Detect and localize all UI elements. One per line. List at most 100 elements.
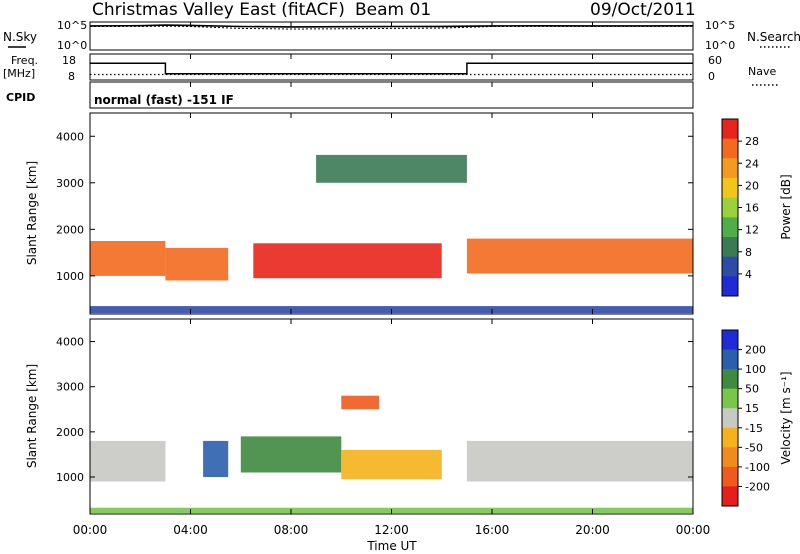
frequency-panel: Freq. [MHz] 18 8 60 0 Nave xyxy=(3,53,778,86)
velocity-heatmap xyxy=(90,395,693,514)
velocity-band-4 xyxy=(466,440,693,482)
velocity-y-ticks: 1000 2000 3000 4000 xyxy=(56,336,693,484)
freq-left-tick-bottom: 8 xyxy=(68,70,75,83)
power-band-5 xyxy=(316,154,467,183)
colorbar-tick-label: -200 xyxy=(745,480,770,493)
colorbar-tick-label: 50 xyxy=(745,383,759,396)
colorbar-tick-label: 15 xyxy=(745,402,759,415)
velocity-y-tick-label: 4000 xyxy=(56,336,84,349)
velocity-panel: 1000 2000 3000 4000 Slant Range [km] xyxy=(25,318,694,515)
velocity-colorbar-frame xyxy=(721,329,739,507)
noise-right-tick-top: 10^5 xyxy=(705,19,735,32)
cpid-label: CPID xyxy=(6,91,35,104)
x-axis-label: Time UT xyxy=(366,539,417,553)
colorbar-swatch xyxy=(722,486,738,507)
freq-label-line1: Freq. xyxy=(11,54,38,67)
velocity-band-3 xyxy=(341,449,442,480)
power-colorbar-swatch xyxy=(722,119,738,140)
nave-right-tick-top: 60 xyxy=(708,54,722,67)
velocity-band-0 xyxy=(90,440,166,482)
freq-left-tick-top: 18 xyxy=(62,54,76,67)
power-band-2 xyxy=(253,243,442,279)
colorbar-swatch xyxy=(722,369,738,390)
power-y-ticks: 1000 2000 3000 4000 xyxy=(56,130,693,283)
colorbar-tick-label: -50 xyxy=(745,441,763,454)
cpid-panel: CPID normal (fast) -151 IF xyxy=(6,81,694,109)
x-tick-label: 08:00 xyxy=(274,523,309,537)
x-tick-label: 04:00 xyxy=(173,523,208,537)
velocity-y-axis-label: Slant Range [km] xyxy=(25,364,39,468)
velocity-y-tick-label: 3000 xyxy=(56,381,84,394)
freq-line xyxy=(90,62,693,75)
noise-left-label: N.Sky xyxy=(3,30,37,44)
noise-right-tick-bottom: 10^0 xyxy=(705,39,735,52)
power-y-tick-label: 1000 xyxy=(56,270,84,283)
noise-search-line xyxy=(89,25,693,30)
x-axis-ticks: 00:00 04:00 08:00 12:00 16:00 20:00 00:00 xyxy=(73,22,711,537)
beam-label: Beam 01 xyxy=(355,0,431,20)
colorbar-tick-label: 4 xyxy=(745,268,752,281)
velocity-y-tick-label: 1000 xyxy=(56,471,84,484)
power-band-1 xyxy=(165,247,229,281)
colorbar-tick-label: 28 xyxy=(745,135,759,148)
power-colorbar-label: Power [dB] xyxy=(779,174,793,239)
noise-panel: N.Sky 10^5 10^0 N.Search 10^5 10^0 xyxy=(3,19,800,52)
colorbar-tick-label: 100 xyxy=(745,363,766,376)
velocity-y-tick-label: 2000 xyxy=(56,426,84,439)
power-panel-frame xyxy=(89,112,694,315)
power-colorbar-swatch xyxy=(722,276,738,297)
colorbar-swatch xyxy=(722,466,738,487)
power-y-tick-label: 2000 xyxy=(56,223,84,236)
x-tick-label: 00:00 xyxy=(676,523,711,537)
power-colorbar-swatch xyxy=(722,197,738,218)
velocity-panel-frame xyxy=(89,318,694,515)
freq-label-line2: [MHz] xyxy=(3,67,35,80)
colorbar-swatch xyxy=(722,330,738,351)
velocity-band-1 xyxy=(203,440,229,477)
power-colorbar-swatch xyxy=(722,256,738,277)
figure-title: Christmas Valley East (fitACF) xyxy=(92,0,345,20)
colorbar-tick-label: 16 xyxy=(745,202,759,215)
colorbar-swatch xyxy=(722,447,738,468)
noise-left-tick-top: 10^5 xyxy=(57,19,87,32)
x-tick-label: 20:00 xyxy=(575,523,610,537)
power-heatmap xyxy=(90,154,693,314)
power-panel: 1000 2000 3000 4000 Slant Range [km] xyxy=(25,112,694,315)
date-label: 09/Oct/2011 xyxy=(590,0,696,20)
noise-left-tick-bottom: 10^0 xyxy=(57,39,87,52)
colorbar-tick-label: 20 xyxy=(745,179,759,192)
velocity-colorbar-label: Velocity [m s⁻¹] xyxy=(779,371,793,464)
power-colorbar-swatch xyxy=(722,237,738,258)
cpid-text: normal (fast) -151 IF xyxy=(94,93,234,107)
noise-right-label: N.Search xyxy=(747,30,800,44)
nave-right-tick-bottom: 0 xyxy=(708,70,715,83)
colorbar-tick-label: 12 xyxy=(745,224,759,237)
x-tick-label: 16:00 xyxy=(475,523,510,537)
velocity-band-5 xyxy=(341,395,379,410)
power-y-tick-label: 3000 xyxy=(56,177,84,190)
velocity-band-2 xyxy=(240,436,342,473)
colorbar-swatch xyxy=(722,388,738,409)
colorbar-swatch xyxy=(722,349,738,370)
velocity-colorbar: 200 100 50 15 -15 -50 -100 -200 Velocity [m s⁻¹… xyxy=(721,329,793,507)
colorbar-swatch xyxy=(722,427,738,448)
noise-sky-line xyxy=(89,24,694,28)
power-colorbar-swatch xyxy=(722,178,738,199)
x-tick-label: 00:00 xyxy=(73,523,108,537)
x-tick-label: 12:00 xyxy=(374,523,409,537)
power-band-3 xyxy=(466,238,693,274)
colorbar-tick-label: -100 xyxy=(745,461,770,474)
colorbar-swatch xyxy=(722,408,738,429)
colorbar-tick-label: 24 xyxy=(745,157,759,170)
power-colorbar-swatch xyxy=(722,138,738,159)
power-y-axis-label: Slant Range [km] xyxy=(25,161,39,265)
colorbar-tick-label: -15 xyxy=(745,422,763,435)
nave-label: Nave xyxy=(748,65,776,78)
power-colorbar-swatch xyxy=(722,217,738,238)
power-band-0 xyxy=(90,241,166,276)
power-y-tick-label: 4000 xyxy=(56,130,84,143)
colorbar-tick-label: 8 xyxy=(745,246,752,259)
power-colorbar-swatch xyxy=(722,158,738,179)
power-colorbar: 28 24 20 16 12 8 4 Power [dB] xyxy=(721,118,793,297)
